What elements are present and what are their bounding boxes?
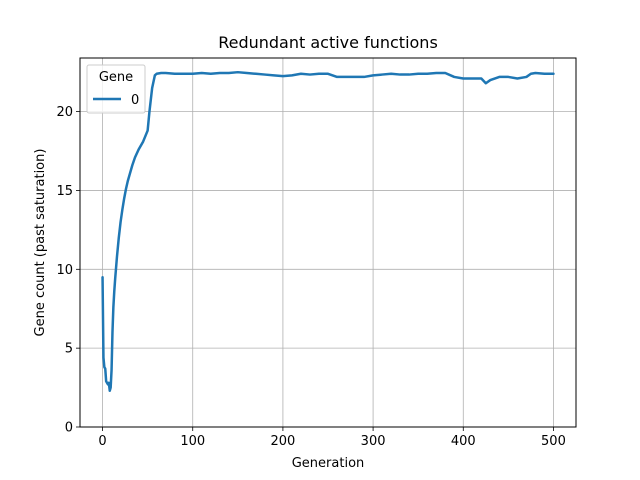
grid-layer xyxy=(80,58,576,428)
x-tick-label: 300 xyxy=(361,434,386,449)
x-tick-label: 500 xyxy=(541,434,566,449)
ticks-layer: 0 100 200 300 400 500 0 5 10 15 20 xyxy=(56,105,565,449)
y-tick-label: 0 xyxy=(65,421,73,436)
plot-frame xyxy=(79,57,577,428)
legend-entry-series-0: 0 xyxy=(131,93,139,108)
x-axis-label: Generation xyxy=(292,456,365,471)
x-tick-label: 100 xyxy=(180,434,205,449)
y-tick-label: 5 xyxy=(65,342,73,357)
y-tick-label: 20 xyxy=(56,105,73,120)
x-tick-label: 200 xyxy=(270,434,295,449)
legend-title: Gene xyxy=(99,70,133,85)
legend-box xyxy=(86,64,146,114)
x-tick-label: 0 xyxy=(98,434,106,449)
series-line-0 xyxy=(101,70,555,392)
chart-title: Redundant active functions xyxy=(218,33,438,52)
x-tick-label: 400 xyxy=(451,434,476,449)
y-tick-label: 15 xyxy=(56,184,73,199)
y-axis-label: Gene count (past saturation) xyxy=(33,149,48,337)
legend: Gene 0 xyxy=(86,64,146,114)
y-tick-label: 10 xyxy=(56,263,73,278)
series-layer xyxy=(101,70,555,392)
